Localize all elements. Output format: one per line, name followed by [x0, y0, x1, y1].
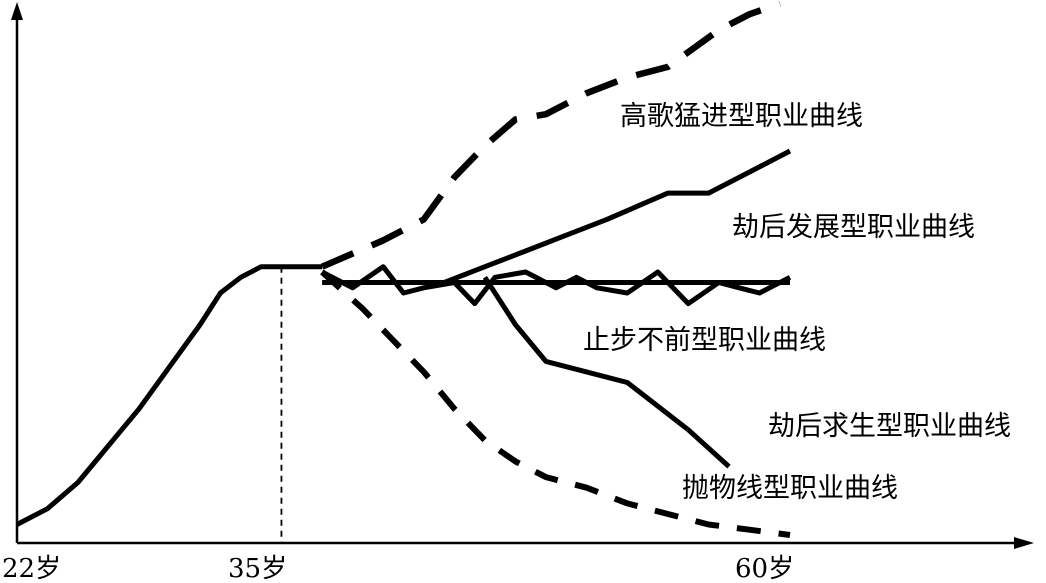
- y-axis-arrow: [11, 2, 23, 20]
- series-group: [15, 0, 792, 538]
- label-post-setback-development: 劫后发展型职业曲线: [732, 212, 975, 243]
- series-line-1: [320, 0, 781, 270]
- tick-label-35: 35岁: [228, 554, 287, 583]
- series-line-0: [15, 264, 323, 527]
- series-line-4: [320, 264, 792, 307]
- label-stagnant: 止步不前型职业曲线: [583, 325, 826, 356]
- series-line-5: [482, 275, 731, 469]
- label-post-setback-survival: 劫后求生型职业曲线: [768, 411, 1011, 442]
- label-parabolic: 抛物线型职业曲线: [682, 473, 898, 504]
- label-high-progress: 高歌猛进型职业曲线: [620, 101, 863, 132]
- axes: [11, 2, 1034, 549]
- series-line-2: [443, 148, 792, 285]
- x-tick-labels: 22岁 35岁 60岁: [2, 554, 794, 583]
- tick-label-60: 60岁: [735, 554, 794, 583]
- tick-label-22: 22岁: [2, 554, 61, 583]
- series-line-6: [320, 269, 791, 538]
- x-axis-arrow: [1014, 537, 1034, 549]
- labels-group: 高歌猛进型职业曲线 劫后发展型职业曲线 止步不前型职业曲线 劫后求生型职业曲线 …: [583, 101, 1011, 504]
